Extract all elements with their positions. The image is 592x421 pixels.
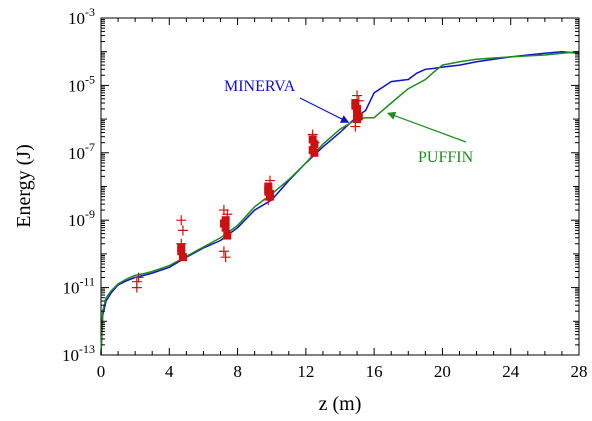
- y-tick-label: 10-3: [68, 5, 95, 28]
- y-tick-label: 10-7: [68, 140, 95, 163]
- data-point-square: [221, 223, 230, 232]
- series-line-puffin: [100, 50, 580, 356]
- annotation-minerva-arrow: [299, 97, 350, 123]
- annotation-puffin-arrow: [387, 111, 467, 143]
- y-tick-label: 10-11: [62, 275, 95, 298]
- x-tick-label: 20: [434, 362, 451, 381]
- plot-frame: [100, 17, 580, 356]
- marker-layer: [131, 90, 364, 293]
- x-tick-label: 28: [571, 362, 588, 381]
- data-point-square: [264, 187, 273, 196]
- x-tick-label: 0: [97, 362, 106, 381]
- x-tick-label: 4: [165, 362, 174, 381]
- data-point-plus: [131, 282, 142, 293]
- annotation-puffin: PUFFIN: [387, 111, 474, 166]
- y-tick-label: 10-5: [68, 72, 95, 95]
- x-tick-label: 24: [502, 362, 520, 381]
- data-point-square: [221, 216, 230, 225]
- x-axis-label: z (m): [319, 393, 362, 415]
- data-point-plus: [176, 215, 187, 226]
- y-tick-label: 10-13: [62, 342, 95, 365]
- data-point-plus: [133, 272, 144, 283]
- data-point-square: [310, 148, 319, 157]
- data-point-square: [177, 247, 186, 256]
- data-point-plus: [222, 209, 233, 220]
- y-tick-label: 10-9: [68, 207, 95, 230]
- data-point-square: [266, 192, 275, 201]
- data-point-plus: [353, 95, 364, 106]
- data-point-square: [353, 115, 362, 124]
- data-point-square: [178, 253, 187, 262]
- annotation-minerva-label: MINERVA: [224, 78, 296, 95]
- annotation-minerva: MINERVA: [224, 78, 350, 123]
- series-layer: [100, 50, 580, 356]
- annotation-puffin-label: PUFFIN: [418, 149, 474, 166]
- data-point-square: [351, 101, 360, 110]
- x-tick-label: 8: [233, 362, 242, 381]
- data-point-square: [223, 231, 232, 240]
- tick-layer: 0 4 8 12 16 20 24 28 10-13 10-11 10-9 10-7 10-5 10-3: [62, 5, 588, 381]
- data-point-plus: [220, 252, 231, 263]
- data-point-plus: [352, 90, 363, 101]
- data-point-plus: [263, 194, 274, 205]
- x-tick-label: 16: [366, 362, 383, 381]
- data-point-plus: [218, 246, 229, 257]
- data-point-plus: [307, 129, 318, 140]
- data-point-plus: [265, 175, 276, 186]
- series-line-minerva: [100, 50, 580, 356]
- data-point-plus: [176, 238, 187, 249]
- y-axis-label: Energy (J): [13, 144, 35, 228]
- data-point-plus: [350, 121, 361, 132]
- data-point-plus: [177, 225, 188, 236]
- data-point-plus: [309, 137, 320, 148]
- x-tick-label: 12: [297, 362, 314, 381]
